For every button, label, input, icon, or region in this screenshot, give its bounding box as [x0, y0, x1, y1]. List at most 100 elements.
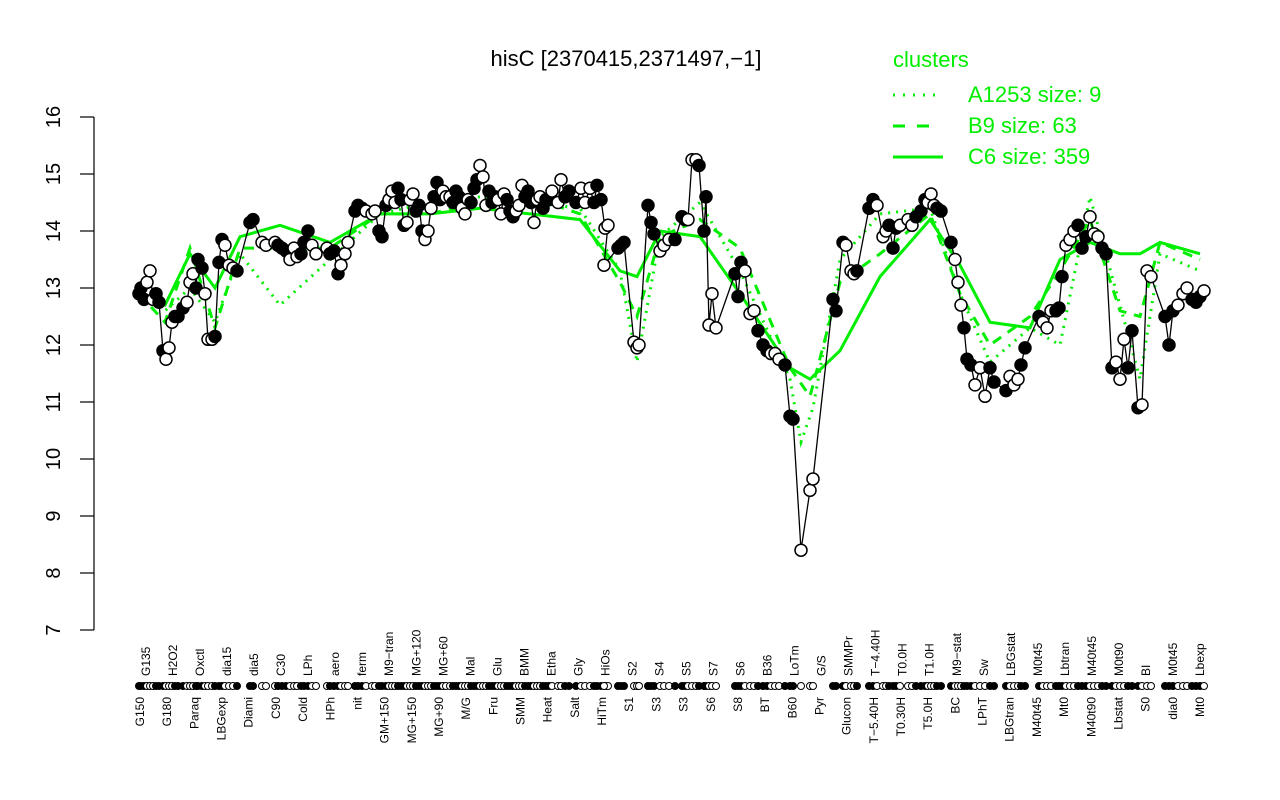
x-tick-label-top: G135 — [139, 646, 153, 676]
x-tick-marker — [809, 682, 817, 690]
data-point — [421, 224, 435, 238]
data-point — [334, 258, 348, 272]
y-tick-label: 16 — [43, 106, 65, 128]
data-point — [886, 241, 900, 255]
data-point — [850, 264, 864, 278]
x-tick-label-bottom: Lbstat — [1111, 696, 1125, 729]
x-tick-marker — [896, 682, 904, 690]
x-tick-label-bottom: M/G — [459, 697, 473, 720]
x-tick-marker — [635, 682, 643, 690]
data-point — [412, 198, 426, 213]
data-point — [705, 286, 719, 301]
data-point — [601, 218, 615, 233]
data-point — [152, 295, 166, 309]
data-point — [1197, 284, 1211, 298]
x-tick-label-top: S2 — [625, 661, 639, 676]
x-tick-label-top: Lbtran — [1058, 642, 1072, 676]
data-point — [1014, 358, 1028, 372]
data-point — [786, 412, 800, 426]
data-point — [1055, 269, 1069, 284]
x-tick-marker — [312, 682, 320, 690]
x-tick-label-top: S7 — [707, 661, 721, 676]
x-tick-label-top: Glu — [490, 657, 504, 676]
data-point — [647, 227, 661, 241]
x-tick-label-bottom: T−5.40H — [867, 697, 881, 743]
data-point — [1071, 218, 1085, 233]
x-tick-label-bottom: HiTm — [595, 697, 609, 726]
x-tick-label-bottom: BC — [948, 697, 962, 714]
x-tick-marker — [600, 682, 608, 690]
x-tick-label-top: SMMPr — [842, 636, 856, 676]
data-point — [1171, 298, 1185, 312]
data-point — [968, 378, 982, 392]
data-point — [778, 358, 792, 372]
x-tick-label-top: M40t45 — [1085, 636, 1099, 676]
data-point — [948, 252, 962, 267]
x-tick-marker — [620, 682, 628, 690]
data-point — [473, 158, 487, 173]
data-point — [195, 261, 209, 275]
x-tick-label-bottom: S8 — [731, 697, 745, 712]
x-tick-marker — [1200, 682, 1208, 690]
y-tick-label: 14 — [43, 220, 65, 242]
legend-label-a1253: A1253 size: 9 — [968, 82, 1101, 107]
cluster-line-dashed — [137, 195, 1201, 400]
x-tick-label-top: C30 — [274, 654, 288, 676]
y-tick-label: 9 — [43, 510, 65, 521]
x-tick-label-bottom: Fru — [486, 697, 500, 715]
data-point — [924, 187, 938, 201]
x-tick-marker — [565, 682, 573, 690]
data-point — [641, 198, 655, 213]
x-tick-label-top: Gly — [571, 658, 585, 676]
data-point — [545, 184, 559, 198]
x-tick-label-top: Lbexp — [1193, 643, 1207, 676]
data-point — [590, 178, 604, 193]
data-point — [987, 375, 1001, 389]
y-tick-label: 12 — [43, 334, 65, 356]
data-point — [731, 289, 745, 304]
data-point — [140, 275, 154, 290]
data-point — [1125, 324, 1139, 338]
x-tick-marker — [937, 682, 945, 690]
chart-title: hisC [2370415,2371497,−1] — [491, 46, 762, 71]
x-tick-label-top: MG+60 — [436, 636, 450, 676]
x-tick-label-top: dia5 — [247, 653, 261, 676]
data-point — [1011, 372, 1025, 386]
data-point — [957, 321, 971, 335]
data-point — [301, 224, 315, 238]
cluster-line-solid — [138, 206, 1201, 382]
y-tick-label: 8 — [43, 567, 65, 578]
data-point — [681, 212, 695, 227]
x-tick-label-top: LBGstat — [1004, 632, 1018, 676]
x-tick-label-bottom: M40t45 — [1030, 697, 1044, 737]
data-point — [1075, 241, 1089, 255]
x-tick-label-bottom: Pyr — [812, 697, 826, 715]
y-tick-label: 10 — [43, 448, 65, 470]
data-point — [709, 321, 723, 335]
data-point — [218, 238, 232, 252]
data-point — [1018, 341, 1032, 355]
data-point — [1135, 398, 1149, 412]
data-point — [338, 247, 352, 261]
data-point — [951, 275, 965, 290]
x-tick-marker — [990, 682, 998, 690]
data-point — [632, 338, 646, 352]
data-point — [159, 352, 173, 366]
data-point — [246, 212, 260, 227]
data-point — [464, 195, 478, 210]
x-tick-label-bottom: S3 — [677, 697, 691, 712]
y-tick-label: 13 — [43, 277, 65, 299]
x-tick-label-bottom: Cold — [296, 697, 310, 722]
data-point — [1162, 338, 1176, 352]
x-tick-label-top: Etha — [544, 651, 558, 676]
data-point — [617, 235, 631, 250]
x-tick-label-bottom: HPh — [323, 697, 337, 720]
x-tick-label-bottom: LPhT — [976, 696, 990, 725]
x-tick-label-bottom: Mt0 — [1193, 697, 1207, 717]
x-tick-label-bottom: MG+150 — [405, 697, 419, 744]
x-tick-label-top: B36 — [761, 654, 775, 676]
y-tick-label: 15 — [43, 163, 65, 185]
x-tick-label-bottom: T0.30H — [894, 697, 908, 736]
legend-title: clusters — [893, 47, 969, 72]
